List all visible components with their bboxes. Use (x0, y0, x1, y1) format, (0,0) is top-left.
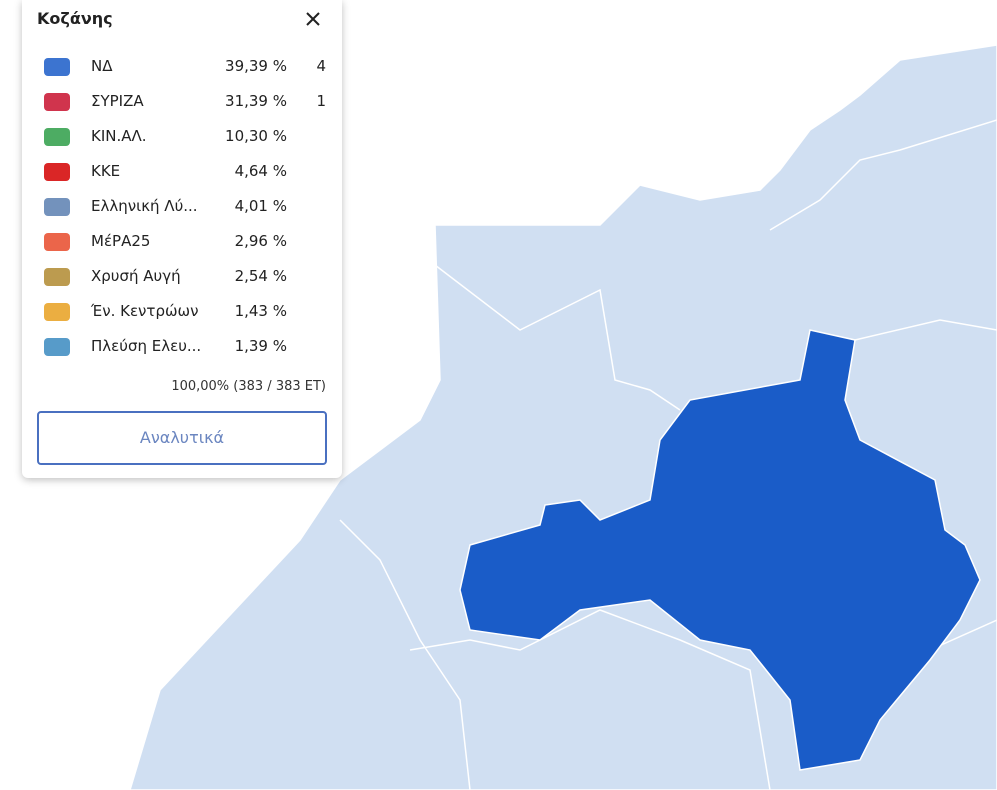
party-percent: 2,96 % (234, 232, 287, 250)
party-name: ΚΚΕ (91, 162, 121, 180)
party-row: Πλεύση Ελευ... 1,39 % (22, 330, 342, 365)
party-name: ΣΥΡΙΖΑ (91, 92, 144, 110)
region-selected[interactable] (459, 329, 981, 771)
border (769, 119, 997, 231)
party-name: ΚΙΝ.ΑΛ. (91, 127, 147, 145)
party-percent: 1,43 % (234, 302, 287, 320)
party-name: Ελληνική Λύ... (91, 197, 198, 215)
party-row: Ελληνική Λύ... 4,01 % (22, 190, 342, 225)
party-logo (38, 301, 76, 323)
party-percent: 31,39 % (225, 92, 287, 110)
party-percent: 4,64 % (234, 162, 287, 180)
party-name: ΜέΡΑ25 (91, 232, 151, 250)
party-name: Πλεύση Ελευ... (91, 337, 202, 355)
party-percent: 10,30 % (225, 127, 287, 145)
party-name: Έν. Κεντρώων (91, 302, 199, 320)
party-row: ΚΙΝ.ΑΛ. 10,30 % (22, 120, 342, 155)
panel-title: Κοζάνης (37, 9, 113, 28)
party-percent: 1,39 % (234, 337, 287, 355)
party-logo (38, 126, 76, 148)
border (854, 319, 997, 341)
party-logo (38, 336, 76, 358)
party-logo (38, 161, 76, 183)
party-name: ΝΔ (91, 57, 113, 75)
party-logo (38, 231, 76, 253)
details-button[interactable]: Αναλυτικά (37, 411, 327, 465)
party-row: Χρυσή Αυγή 2,54 % (22, 260, 342, 295)
party-logo (38, 56, 76, 78)
party-percent: 39,39 % (225, 57, 287, 75)
results-panel: Κοζάνης ΝΔ 39,39 % 4 ΣΥΡΙΖΑ 31,39 % 1 ΚΙΝ.ΑΛ. 1… (22, 0, 342, 478)
party-name: Χρυσή Αυγή (91, 267, 181, 285)
close-button[interactable] (306, 12, 320, 26)
party-seats: 4 (316, 57, 326, 75)
counted-footer: 100,00% (383 / 383 ΕΤ) (171, 379, 326, 394)
party-logo (38, 266, 76, 288)
party-seats: 1 (316, 92, 326, 110)
party-logo (38, 196, 76, 218)
party-row: ΚΚΕ 4,64 % (22, 155, 342, 190)
border (339, 519, 471, 790)
party-row: ΝΔ 39,39 % 4 (22, 50, 342, 85)
party-percent: 2,54 % (234, 267, 287, 285)
border (409, 609, 771, 790)
border (434, 264, 681, 411)
party-row: Έν. Κεντρώων 1,43 % (22, 295, 342, 330)
party-percent: 4,01 % (234, 197, 287, 215)
party-logo (38, 91, 76, 113)
party-row: ΜέΡΑ25 2,96 % (22, 225, 342, 260)
party-row: ΣΥΡΙΖΑ 31,39 % 1 (22, 85, 342, 120)
